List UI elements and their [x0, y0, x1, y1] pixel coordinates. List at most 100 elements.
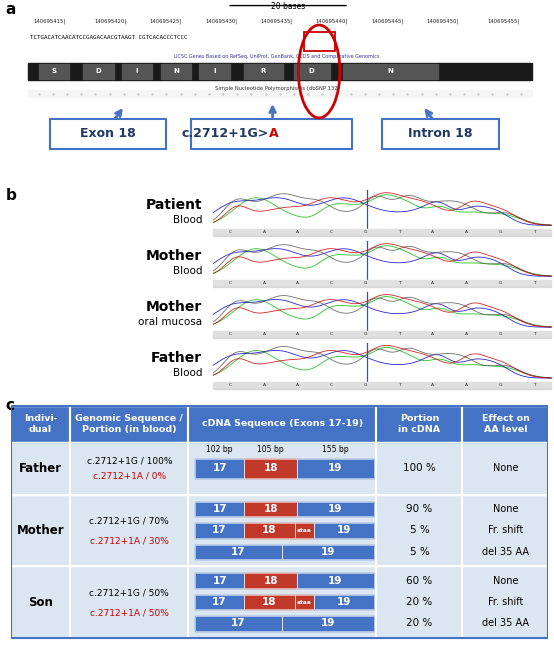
Bar — [188, 566, 377, 638]
Text: A: A — [465, 281, 468, 285]
Text: Mother: Mother — [146, 300, 202, 314]
Text: A: A — [263, 230, 265, 234]
Text: ataa: ataa — [297, 599, 312, 605]
Bar — [314, 523, 374, 538]
Bar — [195, 502, 244, 516]
Text: I: I — [213, 68, 216, 74]
Bar — [70, 566, 188, 638]
Text: 19: 19 — [321, 619, 335, 629]
Text: Exon 18: Exon 18 — [80, 127, 136, 140]
Text: 20 bases: 20 bases — [271, 2, 305, 11]
Text: 18: 18 — [262, 597, 276, 607]
Text: c.2712+1A / 50%: c.2712+1A / 50% — [90, 608, 169, 617]
Bar — [195, 617, 282, 631]
Text: N: N — [173, 68, 179, 74]
Text: 140695430|: 140695430| — [205, 19, 237, 24]
Bar — [188, 442, 377, 495]
Bar — [195, 523, 244, 538]
Text: C: C — [229, 281, 232, 285]
Text: 102 bp: 102 bp — [207, 445, 233, 453]
Bar — [377, 406, 463, 442]
Bar — [294, 64, 330, 79]
Text: Simple Nucleotide Polymorphisms (dbSNP 132): Simple Nucleotide Polymorphisms (dbSNP 1… — [214, 86, 340, 91]
Text: G: G — [363, 383, 367, 387]
Text: 17: 17 — [212, 504, 227, 514]
Text: T: T — [398, 332, 401, 335]
Bar — [213, 341, 551, 383]
Text: A: A — [263, 281, 265, 285]
Text: del 35 AA: del 35 AA — [482, 547, 529, 557]
Text: cDNA Sequence (Exons 17-19): cDNA Sequence (Exons 17-19) — [202, 419, 363, 428]
Bar — [195, 573, 244, 587]
FancyBboxPatch shape — [191, 119, 352, 149]
Text: A: A — [432, 383, 434, 387]
Text: Genomic Sequence /
Portion (in blood): Genomic Sequence / Portion (in blood) — [75, 414, 183, 434]
Bar — [188, 406, 377, 442]
Text: 140695450|: 140695450| — [427, 19, 459, 24]
Bar — [188, 495, 377, 566]
Bar — [213, 280, 551, 285]
Text: Portion
in cDNA: Portion in cDNA — [398, 414, 440, 434]
Text: D: D — [95, 68, 101, 74]
Text: 17: 17 — [231, 547, 246, 557]
Bar — [213, 290, 551, 333]
Bar — [70, 495, 188, 566]
Text: Intron 18: Intron 18 — [408, 127, 473, 140]
Text: 5 %: 5 % — [409, 525, 429, 536]
Text: 140695420|: 140695420| — [94, 19, 126, 24]
Bar — [195, 502, 244, 516]
Text: A: A — [263, 332, 265, 335]
Text: I: I — [136, 68, 138, 74]
Text: UCSC Genes Based on RefSeq, UniProt, GenBank, CCDS and Comparative Genomics: UCSC Genes Based on RefSeq, UniProt, Gen… — [175, 54, 379, 59]
Text: C: C — [229, 383, 232, 387]
Text: A: A — [296, 281, 299, 285]
Text: A: A — [432, 230, 434, 234]
Bar — [282, 545, 374, 559]
Text: None: None — [493, 463, 518, 473]
Text: 140695440|: 140695440| — [316, 19, 348, 24]
Bar — [11, 566, 70, 638]
Bar — [343, 64, 438, 79]
Bar — [28, 63, 532, 80]
Bar — [195, 459, 244, 477]
Bar — [295, 523, 314, 538]
Text: C: C — [330, 332, 333, 335]
Bar — [39, 64, 69, 79]
Text: del 35 AA: del 35 AA — [482, 619, 529, 629]
Text: Blood: Blood — [173, 266, 202, 276]
Bar — [377, 442, 463, 495]
Text: 140695435|: 140695435| — [260, 19, 293, 24]
Bar — [377, 495, 463, 566]
Text: C: C — [330, 383, 333, 387]
Bar — [463, 495, 548, 566]
Text: G: G — [499, 383, 502, 387]
Bar — [213, 240, 551, 282]
Text: TCTGACATCAACATCCGAGACAACGTAAGT CGTCACACCCTCCC: TCTGACATCAACATCCGAGACAACGTAAGT CGTCACACC… — [30, 35, 188, 40]
Text: Indivi-
dual: Indivi- dual — [24, 414, 58, 434]
Text: C: C — [229, 332, 232, 335]
Text: S: S — [52, 68, 57, 74]
Bar — [11, 406, 548, 638]
Bar — [244, 502, 297, 516]
Bar — [199, 64, 230, 79]
Text: G: G — [363, 230, 367, 234]
Text: 19: 19 — [328, 463, 342, 473]
Text: A: A — [296, 332, 299, 335]
Text: A: A — [465, 230, 468, 234]
Text: 17: 17 — [212, 575, 227, 585]
Text: 18: 18 — [263, 504, 278, 514]
Text: A: A — [296, 383, 299, 387]
Text: 19: 19 — [321, 547, 335, 557]
Text: A: A — [465, 332, 468, 335]
Text: 20 %: 20 % — [407, 597, 433, 607]
Text: 5 %: 5 % — [409, 547, 429, 557]
Text: 18: 18 — [263, 575, 278, 585]
Text: 19: 19 — [328, 504, 342, 514]
Bar — [244, 595, 295, 609]
Bar — [213, 229, 551, 235]
Bar — [244, 523, 295, 538]
Text: T: T — [533, 230, 536, 234]
Text: A: A — [296, 230, 299, 234]
Text: 18: 18 — [263, 463, 278, 473]
Text: 17: 17 — [212, 525, 227, 536]
